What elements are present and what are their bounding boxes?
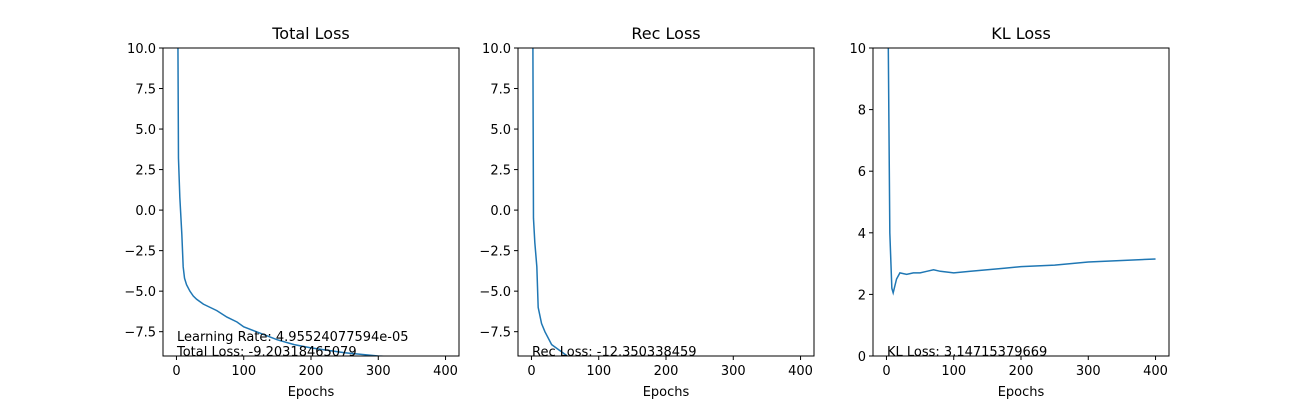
x-tick-label: 300 [1076, 364, 1101, 379]
subplot: Rec Loss 0 100 200 300 400 10.0 7.5 5.0 2.5 0.0 −2.… [479, 24, 815, 400]
data-line [532, 48, 569, 356]
x-tick-label: 200 [1009, 364, 1034, 379]
y-tick-label: 2.5 [490, 164, 511, 179]
data-line [177, 48, 394, 356]
subplot: KL Loss 0 100 200 300 400 0 2 4 6 8 10 Epochs KL Loss… [849, 24, 1170, 400]
x-tick-label: 0 [882, 364, 890, 379]
y-tick-label: −7.5 [124, 326, 156, 341]
y-tick-label: 2.5 [135, 164, 156, 179]
y-tick-label: −2.5 [124, 245, 156, 260]
x-axis-label: Epochs [998, 385, 1045, 400]
data-line [887, 48, 1156, 296]
chart-title: Rec Loss [631, 24, 700, 43]
x-tick-label: 400 [433, 364, 458, 379]
y-tick-label: 0.0 [490, 204, 511, 219]
y-tick-label: 10.0 [127, 42, 156, 57]
x-axis-label: Epochs [643, 385, 690, 400]
y-tick-label: 10.0 [482, 42, 511, 57]
annotation: Total Loss: -9.20318465079 [176, 345, 357, 360]
annotation: Learning Rate: 4.95524077594e-05 [177, 330, 409, 345]
y-tick-label: 5.0 [490, 123, 511, 138]
axes-frame [517, 47, 815, 357]
x-tick-label: 100 [231, 364, 256, 379]
annotation: KL Loss: 3.14715379669 [887, 345, 1047, 360]
axes-frame [872, 47, 1170, 357]
x-tick-label: 0 [172, 364, 180, 379]
x-tick-label: 300 [721, 364, 746, 379]
y-tick-label: 4 [858, 227, 866, 242]
x-tick-label: 300 [366, 364, 391, 379]
x-tick-label: 100 [586, 364, 611, 379]
y-tick-label: 7.5 [135, 83, 156, 98]
y-tick-label: 0 [858, 350, 866, 365]
y-tick-label: 2 [858, 288, 866, 303]
y-tick-label: −5.0 [124, 285, 156, 300]
y-tick-label: 10 [849, 42, 866, 57]
x-tick-label: 400 [788, 364, 813, 379]
y-tick-label: −2.5 [479, 245, 511, 260]
annotation: Rec Loss: -12.350338459 [532, 345, 697, 360]
y-tick-label: 5.0 [135, 123, 156, 138]
y-tick-label: 6 [858, 165, 866, 180]
y-tick-label: −7.5 [479, 326, 511, 341]
y-tick-label: −5.0 [479, 285, 511, 300]
x-tick-label: 0 [527, 364, 535, 379]
y-tick-label: 7.5 [490, 83, 511, 98]
chart-title: Total Loss [271, 24, 350, 43]
x-tick-label: 400 [1143, 364, 1168, 379]
axes-frame [162, 47, 460, 357]
x-tick-label: 200 [654, 364, 679, 379]
subplot: Total Loss 0 100 200 300 400 10.0 7.5 5.0 2.5 0.0 −… [124, 24, 460, 400]
x-tick-label: 100 [941, 364, 966, 379]
x-tick-label: 200 [299, 364, 324, 379]
y-tick-label: 0.0 [135, 204, 156, 219]
chart-title: KL Loss [991, 24, 1051, 43]
x-axis-label: Epochs [288, 385, 335, 400]
y-tick-label: 8 [858, 104, 866, 119]
